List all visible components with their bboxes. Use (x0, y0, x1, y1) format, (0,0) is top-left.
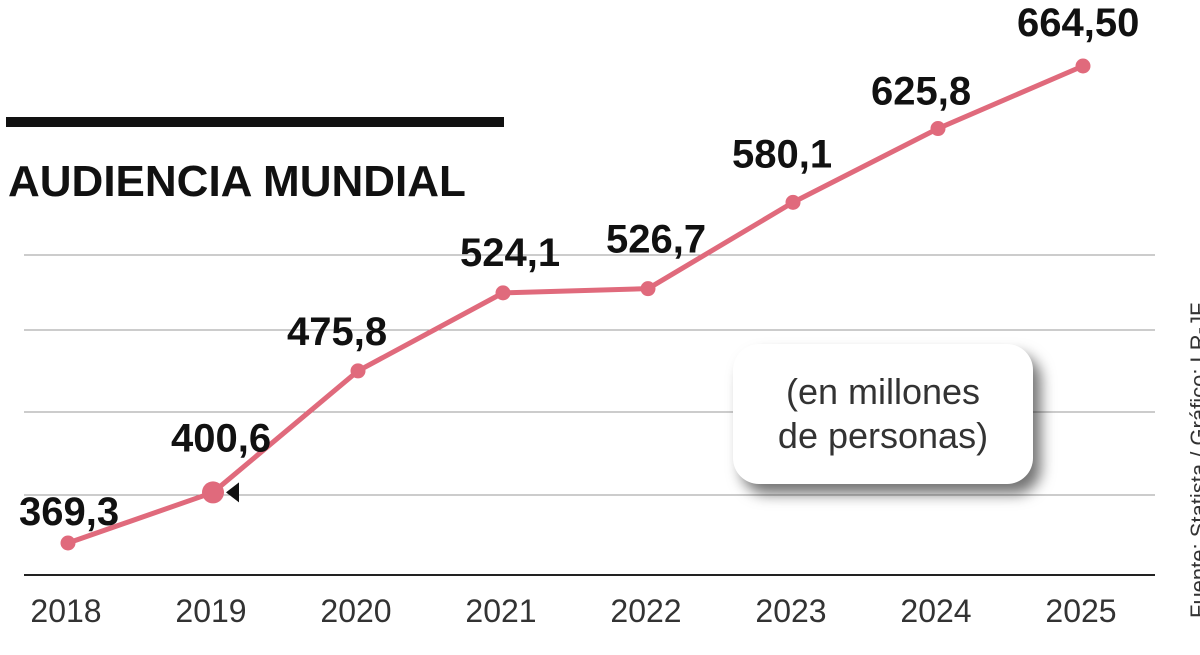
x-tick-label: 2020 (320, 593, 391, 629)
x-tick-label: 2025 (1045, 593, 1116, 629)
data-point (495, 285, 511, 301)
unit-note-box: (en millones de personas) (733, 344, 1033, 484)
x-tick-label: 2023 (755, 593, 826, 629)
value-label: 400,6 (171, 416, 271, 460)
data-point (785, 194, 801, 210)
data-point (930, 121, 946, 137)
unit-note-line-1: (en millones (785, 371, 981, 412)
data-point (1075, 58, 1091, 74)
data-point (60, 535, 76, 551)
data-point (350, 363, 366, 379)
x-tick-label: 2024 (900, 593, 971, 629)
value-label: 475,8 (287, 310, 387, 354)
data-point (640, 281, 656, 297)
value-label: 369,3 (19, 490, 119, 534)
source-credit: Fuente: Statista / Gráfico: LR-JF (1186, 302, 1200, 618)
data-points (60, 58, 1091, 551)
value-label: 526,7 (606, 218, 706, 262)
x-tick-label: 2019 (175, 593, 246, 629)
value-label: 524,1 (460, 231, 560, 275)
series-line-group (65, 63, 1086, 546)
title-bar (6, 117, 504, 127)
value-labels: 369,3 400,6 475,8 524,1 526,7 580,1 625,8 664,5… (19, 1, 1139, 534)
unit-note-line-2: de personas) (777, 415, 989, 456)
x-tick-label: 2021 (465, 593, 536, 629)
highlight-marker (226, 482, 239, 503)
value-label: 664,50 (1017, 1, 1139, 45)
x-axis: 2018 2019 2020 2021 2022 2023 2024 2025 (30, 593, 1116, 629)
value-label: 580,1 (732, 132, 832, 176)
x-tick-label: 2018 (30, 593, 101, 629)
series-line (65, 63, 1086, 546)
x-tick-label: 2022 (610, 593, 681, 629)
data-point (202, 481, 224, 504)
chart-title: AUDIENCIA MUNDIAL (8, 157, 466, 206)
value-label: 625,8 (871, 70, 971, 114)
